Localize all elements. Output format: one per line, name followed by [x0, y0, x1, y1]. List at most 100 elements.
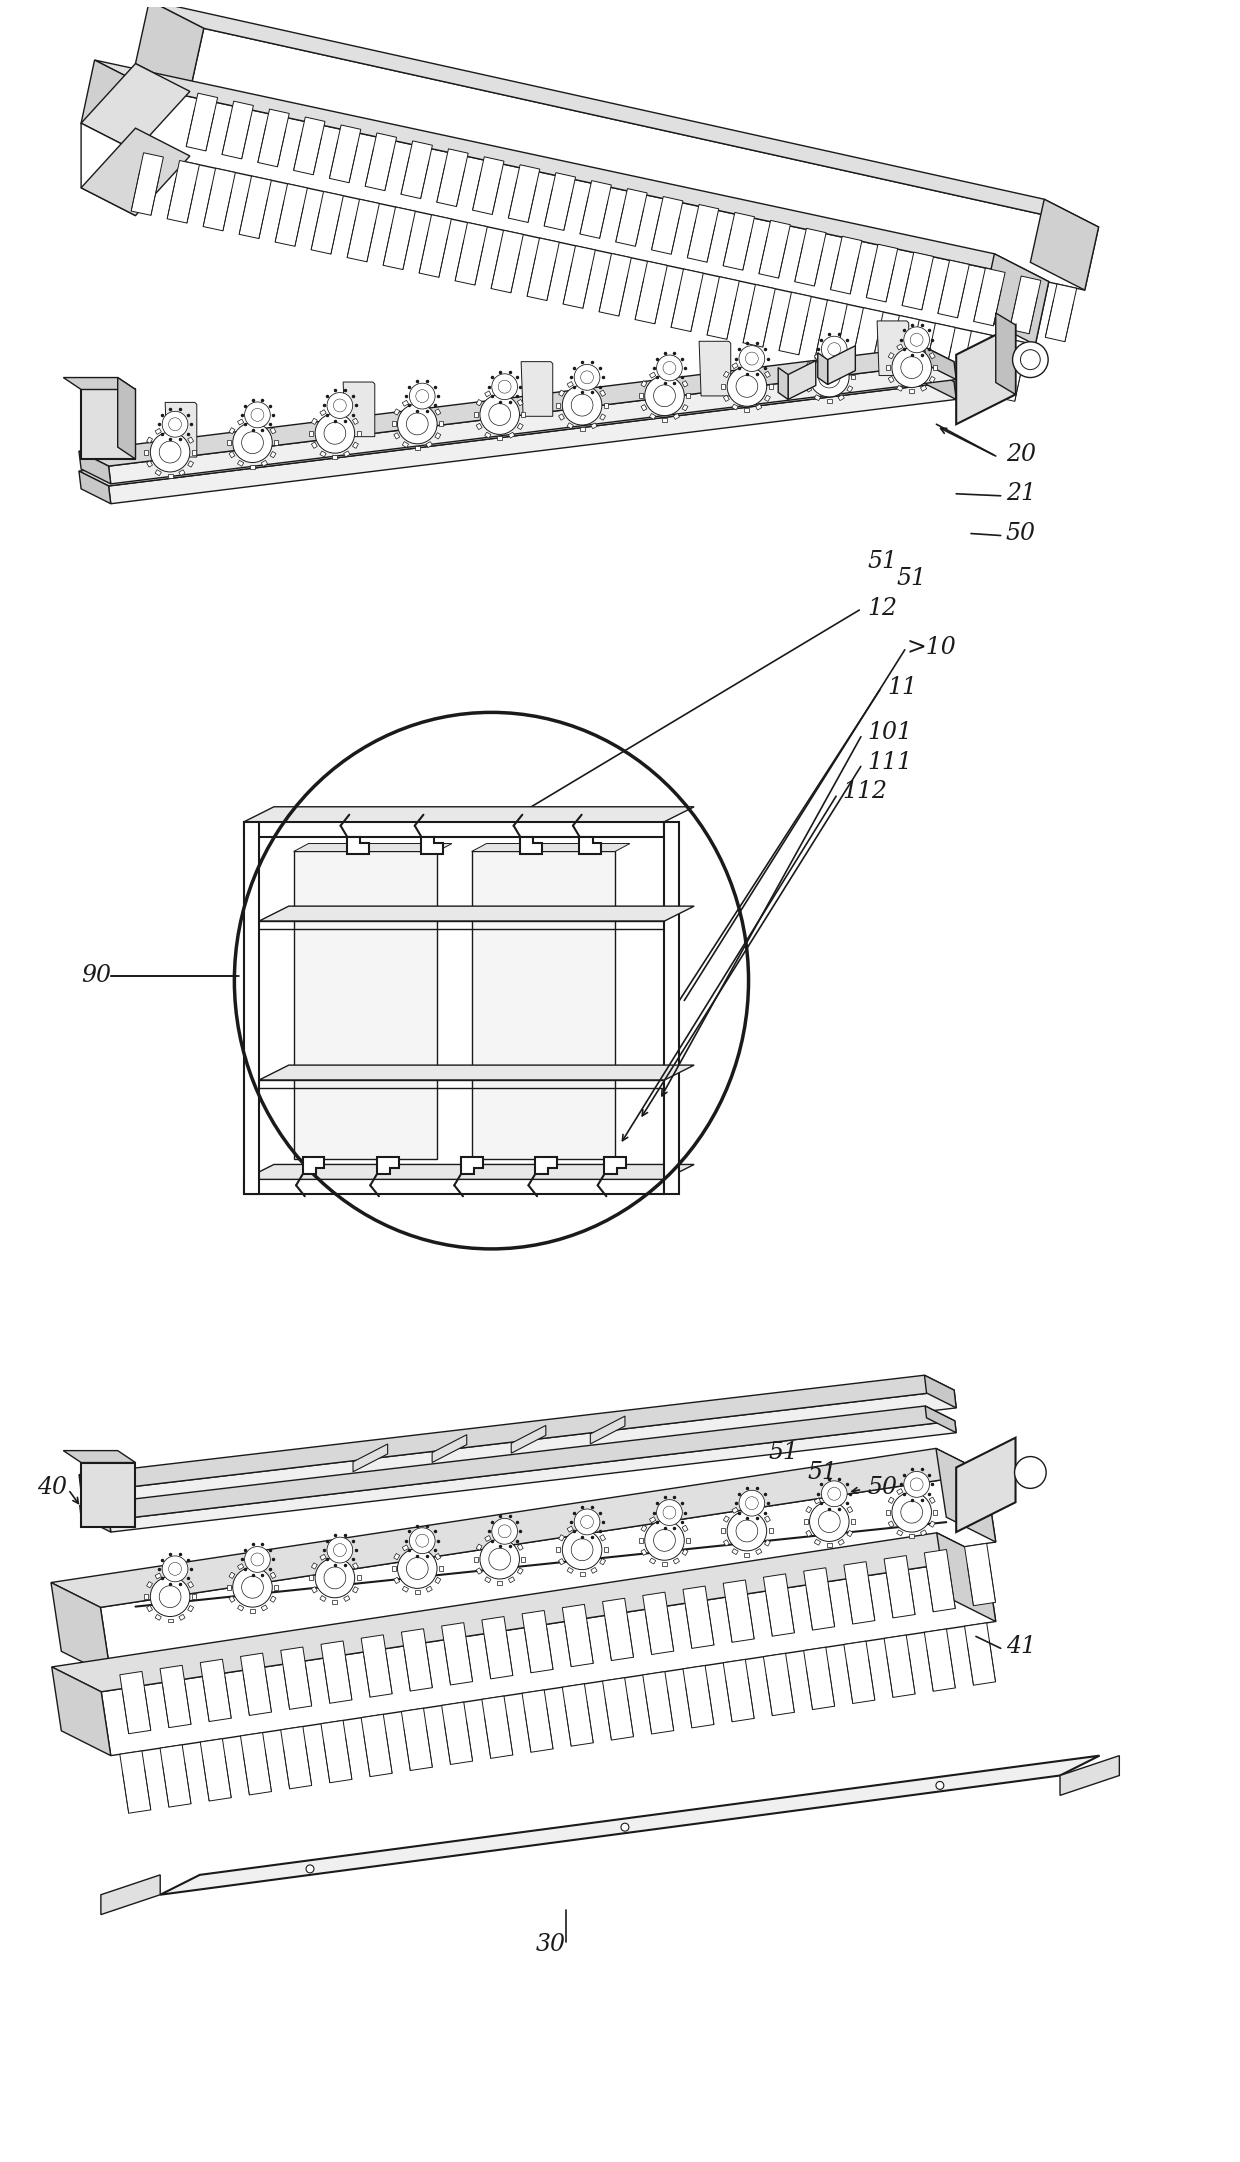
Polygon shape [897, 385, 903, 391]
Polygon shape [765, 372, 770, 378]
Polygon shape [723, 372, 729, 378]
Circle shape [1014, 1457, 1047, 1487]
Circle shape [745, 352, 759, 365]
Circle shape [653, 385, 676, 406]
Polygon shape [682, 404, 688, 411]
Polygon shape [270, 1572, 277, 1578]
Polygon shape [250, 465, 255, 469]
Polygon shape [352, 417, 358, 424]
Polygon shape [427, 400, 433, 406]
Polygon shape [673, 1518, 680, 1522]
Polygon shape [352, 441, 358, 448]
Polygon shape [723, 212, 754, 270]
Polygon shape [851, 1520, 856, 1524]
Polygon shape [517, 1567, 523, 1574]
Polygon shape [262, 1563, 268, 1570]
Text: 111: 111 [867, 750, 913, 774]
Polygon shape [187, 437, 193, 443]
Circle shape [480, 396, 520, 435]
Polygon shape [744, 361, 749, 365]
Polygon shape [394, 1578, 399, 1583]
Polygon shape [897, 344, 903, 350]
Polygon shape [81, 123, 135, 216]
Polygon shape [600, 1559, 605, 1565]
Polygon shape [665, 822, 680, 1193]
Polygon shape [343, 409, 350, 415]
Polygon shape [884, 1557, 915, 1617]
Polygon shape [244, 806, 694, 822]
Polygon shape [765, 396, 770, 402]
Text: >10: >10 [906, 636, 956, 659]
Polygon shape [415, 445, 420, 450]
Polygon shape [744, 1552, 749, 1557]
Polygon shape [109, 361, 956, 484]
Polygon shape [258, 108, 289, 166]
Polygon shape [934, 1509, 937, 1516]
Circle shape [828, 344, 841, 355]
Polygon shape [361, 1714, 392, 1777]
Polygon shape [707, 277, 739, 339]
Circle shape [498, 381, 511, 393]
Polygon shape [303, 1157, 325, 1174]
Polygon shape [309, 430, 314, 437]
Polygon shape [844, 1561, 875, 1624]
Polygon shape [476, 1567, 482, 1574]
Polygon shape [520, 837, 542, 854]
Polygon shape [920, 344, 926, 350]
Circle shape [480, 1539, 520, 1578]
Polygon shape [815, 1498, 821, 1505]
Circle shape [818, 365, 841, 387]
Polygon shape [309, 1576, 314, 1580]
Polygon shape [924, 346, 956, 381]
Circle shape [892, 1492, 931, 1533]
Polygon shape [567, 381, 573, 387]
Polygon shape [508, 1535, 515, 1542]
Circle shape [492, 374, 517, 400]
Polygon shape [485, 1576, 491, 1583]
Circle shape [663, 1507, 676, 1520]
Polygon shape [365, 132, 397, 190]
Circle shape [398, 404, 436, 443]
Polygon shape [956, 324, 1016, 424]
Polygon shape [79, 452, 110, 484]
Polygon shape [109, 383, 956, 504]
Circle shape [737, 376, 758, 398]
Polygon shape [144, 450, 149, 454]
Polygon shape [192, 450, 196, 454]
Circle shape [572, 1539, 593, 1561]
Polygon shape [427, 1587, 433, 1591]
Polygon shape [847, 1507, 853, 1513]
Polygon shape [131, 154, 164, 216]
Polygon shape [155, 469, 161, 476]
Polygon shape [474, 413, 477, 417]
Circle shape [250, 409, 264, 422]
Polygon shape [415, 398, 420, 402]
Polygon shape [642, 1671, 673, 1734]
Circle shape [324, 1567, 346, 1589]
Circle shape [498, 1524, 511, 1537]
Polygon shape [485, 391, 491, 398]
Polygon shape [579, 428, 584, 430]
Polygon shape [482, 1617, 513, 1680]
Text: 11: 11 [887, 677, 916, 698]
Polygon shape [238, 1604, 244, 1611]
Polygon shape [662, 370, 667, 374]
Polygon shape [838, 396, 844, 400]
Polygon shape [229, 428, 234, 435]
Circle shape [810, 1503, 849, 1542]
Polygon shape [311, 441, 317, 448]
Polygon shape [402, 1546, 408, 1550]
Polygon shape [422, 837, 443, 854]
Polygon shape [79, 368, 954, 486]
Circle shape [900, 357, 923, 378]
Polygon shape [190, 28, 1099, 290]
Polygon shape [579, 378, 584, 383]
Polygon shape [662, 1516, 667, 1518]
Polygon shape [616, 188, 647, 246]
Polygon shape [925, 1375, 956, 1407]
Polygon shape [909, 1535, 914, 1537]
Polygon shape [508, 391, 515, 398]
Polygon shape [732, 404, 738, 411]
Circle shape [621, 1823, 629, 1831]
Polygon shape [1009, 277, 1040, 333]
